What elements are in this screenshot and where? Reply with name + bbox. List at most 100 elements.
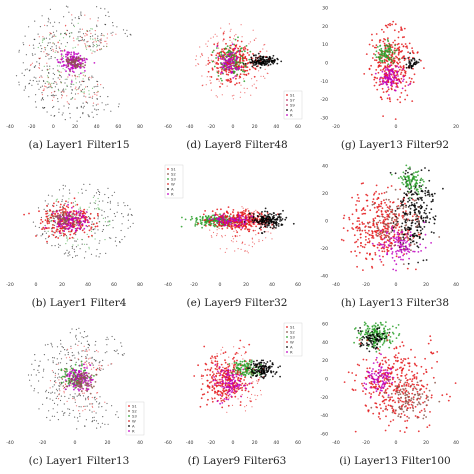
scatter-point xyxy=(399,61,401,64)
scatter-point xyxy=(23,44,25,46)
scatter-point xyxy=(408,199,411,202)
scatter-point xyxy=(90,253,93,255)
scatter-point xyxy=(230,64,232,66)
scatter-point xyxy=(65,205,68,208)
scatter-point xyxy=(115,350,117,352)
scatter-point xyxy=(52,360,54,362)
scatter-point xyxy=(72,205,75,208)
scatter-point xyxy=(75,78,77,80)
scatter-point xyxy=(47,81,49,83)
scatter-point xyxy=(402,236,405,239)
scatter-point xyxy=(111,363,113,365)
scatter-point xyxy=(248,219,251,221)
scatter-point xyxy=(64,395,66,398)
scatter-point xyxy=(60,82,63,84)
scatter-point xyxy=(91,97,93,99)
scatter-point xyxy=(42,107,44,109)
scatter-point xyxy=(94,51,96,53)
scatter-point xyxy=(412,67,414,70)
scatter-point xyxy=(62,68,64,70)
scatter-point xyxy=(232,241,234,243)
scatter-point xyxy=(244,46,246,48)
scatter-point xyxy=(402,254,404,257)
scatter-point xyxy=(395,215,397,218)
scatter-point xyxy=(85,399,87,401)
scatter-point xyxy=(113,213,115,215)
scatter-point xyxy=(260,227,262,229)
scatter-point xyxy=(60,234,62,236)
scatter-point xyxy=(29,79,31,81)
scatter-point xyxy=(250,226,252,228)
scatter-point xyxy=(73,25,75,28)
scatter-points-b xyxy=(23,183,134,259)
scatter-point xyxy=(415,185,418,187)
scatter-point xyxy=(405,169,407,172)
scatter-point xyxy=(223,62,226,65)
scatter-point xyxy=(88,248,90,250)
scatter-point xyxy=(402,211,405,214)
scatter-point xyxy=(381,56,383,59)
scatter-point xyxy=(107,96,109,98)
scatter-point xyxy=(33,390,35,392)
scatter-point xyxy=(401,233,403,236)
scatter-point xyxy=(348,216,350,219)
scatter-point xyxy=(98,403,100,405)
scatter-point xyxy=(411,174,414,176)
scatter-point xyxy=(77,36,79,38)
scatter-point xyxy=(414,63,417,66)
scatter-point xyxy=(416,51,419,53)
scatter-point xyxy=(55,47,58,49)
scatter-point xyxy=(354,250,356,253)
scatter-point xyxy=(83,40,85,42)
scatter-point xyxy=(259,66,262,69)
scatter-point xyxy=(109,200,111,202)
scatter-point xyxy=(73,71,75,73)
scatter-point xyxy=(43,51,45,53)
scatter-point xyxy=(191,217,194,220)
scatter-point xyxy=(420,205,423,208)
scatter-point xyxy=(83,66,86,69)
scatter-point xyxy=(75,217,77,220)
scatter-point xyxy=(230,62,233,65)
scatter-point xyxy=(82,102,84,104)
scatter-point xyxy=(68,11,70,13)
scatter-point xyxy=(222,57,225,59)
scatter-point xyxy=(244,47,247,50)
scatter-point xyxy=(372,224,374,227)
scatter-point xyxy=(407,187,410,189)
scatter-point xyxy=(391,46,394,48)
scatter-point xyxy=(101,406,103,408)
scatter-point xyxy=(79,54,82,57)
scatter-point xyxy=(396,205,398,208)
scatter-point xyxy=(408,42,411,45)
scatter-point xyxy=(270,232,272,234)
scatter-point xyxy=(48,391,50,394)
scatter-point xyxy=(244,92,246,94)
scatter-point xyxy=(407,192,410,195)
scatter-point xyxy=(369,209,372,212)
scatter-point xyxy=(402,247,405,250)
legend-label: R xyxy=(171,192,174,197)
scatter-point xyxy=(93,416,95,418)
scatter-point xyxy=(69,356,71,358)
scatter-point xyxy=(244,250,246,252)
scatter-point xyxy=(259,219,261,221)
scatter-point xyxy=(85,348,87,350)
scatter-point xyxy=(221,72,224,74)
scatter-point xyxy=(61,222,64,225)
scatter-point xyxy=(402,207,405,210)
scatter-point xyxy=(75,338,78,340)
scatter-point xyxy=(391,219,393,222)
scatter-point xyxy=(73,58,75,61)
scatter-point xyxy=(357,238,359,241)
scatter-point xyxy=(352,228,355,231)
scatter-point xyxy=(80,84,82,86)
scatter-point xyxy=(382,216,384,218)
scatter-point xyxy=(292,222,295,225)
scatter-point xyxy=(45,47,47,49)
scatter-point xyxy=(221,79,223,82)
scatter-point xyxy=(80,406,82,408)
scatter-point xyxy=(214,61,216,63)
scatter-point xyxy=(398,46,401,48)
scatter-point xyxy=(37,33,39,35)
